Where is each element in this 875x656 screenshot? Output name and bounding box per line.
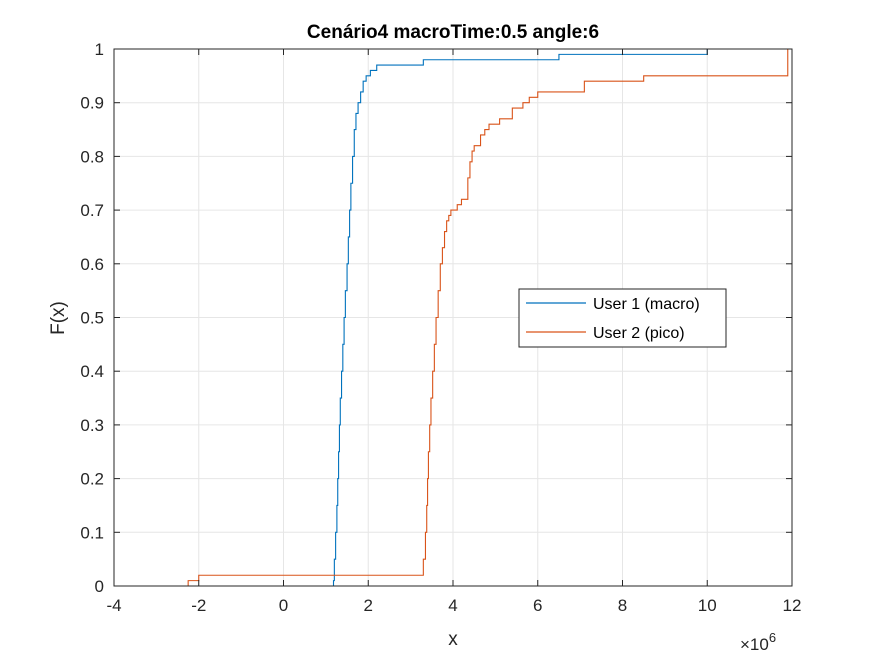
y-tick-label: 0	[95, 577, 104, 596]
y-tick-label: 0.6	[80, 255, 104, 274]
tick-marks	[113, 48, 793, 587]
y-axis-label: F(x)	[48, 301, 69, 335]
series-line-1	[114, 49, 708, 587]
x-tick-label: 6	[533, 596, 542, 615]
x-tick-label: 0	[279, 596, 288, 615]
legend-label-user2: User 2 (pico)	[593, 325, 685, 342]
x-tick-label: -4	[106, 596, 121, 615]
y-tick-label: 1	[95, 40, 104, 59]
legend-label-user1: User 1 (macro)	[593, 296, 700, 313]
x-axis-label: x	[448, 629, 458, 650]
y-tick-label: 0.9	[80, 94, 104, 113]
x-tick-label: 4	[448, 596, 457, 615]
y-tick-label: 0.3	[80, 416, 104, 435]
y-tick-label: 0.7	[80, 201, 104, 220]
y-tick-label: 0.1	[80, 523, 104, 542]
legend-box	[518, 288, 727, 348]
x-tick-label: 8	[618, 596, 627, 615]
x-axis-exponent-base: ×10	[740, 635, 769, 654]
y-tick-label: 0.5	[80, 309, 104, 328]
x-tick-labels: -4 -2 0 2 4 6 8 10 12	[106, 596, 801, 615]
series-line-2	[114, 49, 789, 587]
y-tick-label: 0.8	[80, 147, 104, 166]
x-tick-label: 12	[783, 596, 802, 615]
x-tick-label: 10	[698, 596, 717, 615]
y-tick-labels: 0 0.1 0.2 0.3 0.4 0.5 0.6 0.7 0.8 0.9 1	[80, 40, 104, 596]
y-tick-label: 0.2	[80, 470, 104, 489]
y-tick-label: 0.4	[80, 362, 104, 381]
legend: User 1 (macro) User 2 (pico)	[518, 288, 727, 348]
x-axis-exponent: ×106	[740, 630, 776, 654]
series-layer	[114, 49, 789, 587]
x-tick-label: -2	[191, 596, 206, 615]
x-axis-exponent-power: 6	[769, 630, 776, 645]
chart-title: Cenário4 macroTime:0.5 angle:6	[307, 22, 599, 43]
x-tick-label: 2	[364, 596, 373, 615]
